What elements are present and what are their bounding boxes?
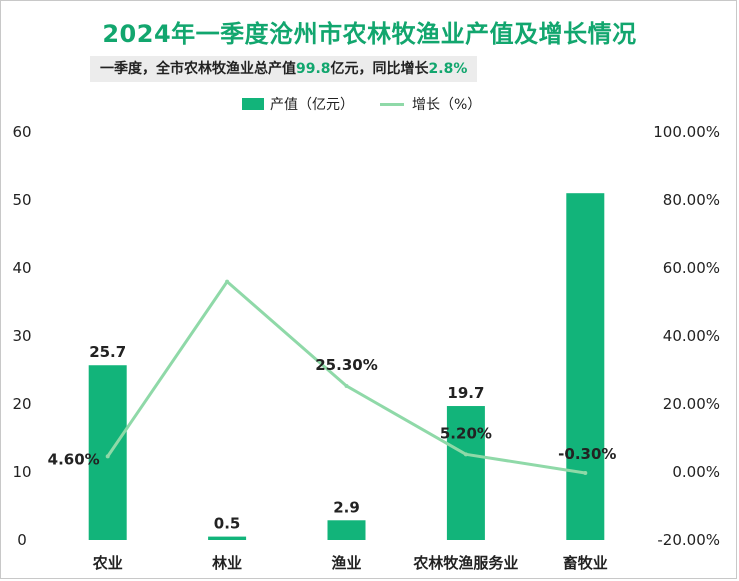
line-point — [463, 452, 468, 457]
bar — [566, 193, 605, 540]
line-point — [105, 454, 110, 459]
line-data-label: 4.60% — [48, 450, 100, 468]
y-left-tick-label: 30 — [12, 327, 31, 345]
line-point — [344, 383, 349, 388]
y-left-tick-label: 10 — [12, 463, 31, 481]
legend-item-line: 增长（%） — [380, 94, 481, 114]
y-left-tick-label: 60 — [12, 123, 31, 141]
legend-bar-label: 产值（亿元） — [270, 97, 354, 113]
y-right-tick-label: 60.00% — [663, 259, 720, 277]
bar-data-label: 0.5 — [214, 515, 241, 533]
x-category-label: 畜牧业 — [563, 554, 608, 572]
line-point — [583, 471, 588, 476]
y-right-tick-label: 40.00% — [663, 327, 720, 345]
x-category-label: 渔业 — [331, 554, 361, 572]
subtitle-mid: 亿元，同比增长 — [330, 61, 429, 77]
subtitle-prefix: 一季度，全市农林牧渔业总产值 — [100, 61, 296, 77]
x-category-label: 农林牧渔服务业 — [412, 554, 518, 572]
chart-title: 2024年一季度沧州市农林牧渔业产值及增长情况 — [102, 20, 637, 48]
bar-data-label: 25.7 — [89, 343, 126, 361]
legend: 产值（亿元） 增长（%） — [242, 94, 507, 114]
bar — [208, 536, 247, 540]
y-right-tick-label: 80.00% — [663, 191, 720, 209]
x-category-label: 农业 — [92, 554, 123, 572]
bar — [327, 520, 366, 540]
y-left-tick-label: 0 — [17, 531, 27, 549]
y-right-tick-label: 0.00% — [672, 463, 720, 481]
y-right-tick-label: -20.00% — [657, 531, 720, 549]
bar — [446, 406, 485, 540]
growth-line — [106, 280, 586, 475]
y-left-tick-label: 20 — [12, 395, 31, 413]
bar-data-label: 19.7 — [447, 384, 484, 402]
legend-line-label: 增长（%） — [412, 97, 482, 113]
legend-bar-swatch — [242, 98, 264, 110]
line-data-label: 5.20% — [440, 424, 492, 442]
line-data-label: 25.30% — [315, 356, 377, 374]
bar-data-label: 2.9 — [333, 498, 360, 516]
line-data-label: -0.30% — [558, 445, 616, 463]
legend-line-swatch — [380, 102, 404, 106]
subtitle-total-value: 99.8 — [296, 61, 331, 77]
legend-item-bar: 产值（亿元） — [242, 94, 354, 114]
y-left-tick-label: 50 — [12, 191, 31, 209]
y-left-tick-label: 40 — [12, 259, 31, 277]
x-category-label: 林业 — [212, 554, 242, 572]
y-right-tick-label: 100.00% — [653, 123, 720, 141]
bar — [88, 365, 127, 540]
line-point — [225, 279, 230, 284]
y-right-tick-label: 20.00% — [663, 395, 720, 413]
chart-subtitle: 一季度，全市农林牧渔业总产值99.8亿元，同比增长2.8% — [90, 56, 478, 82]
subtitle-growth: 2.8% — [428, 61, 468, 77]
